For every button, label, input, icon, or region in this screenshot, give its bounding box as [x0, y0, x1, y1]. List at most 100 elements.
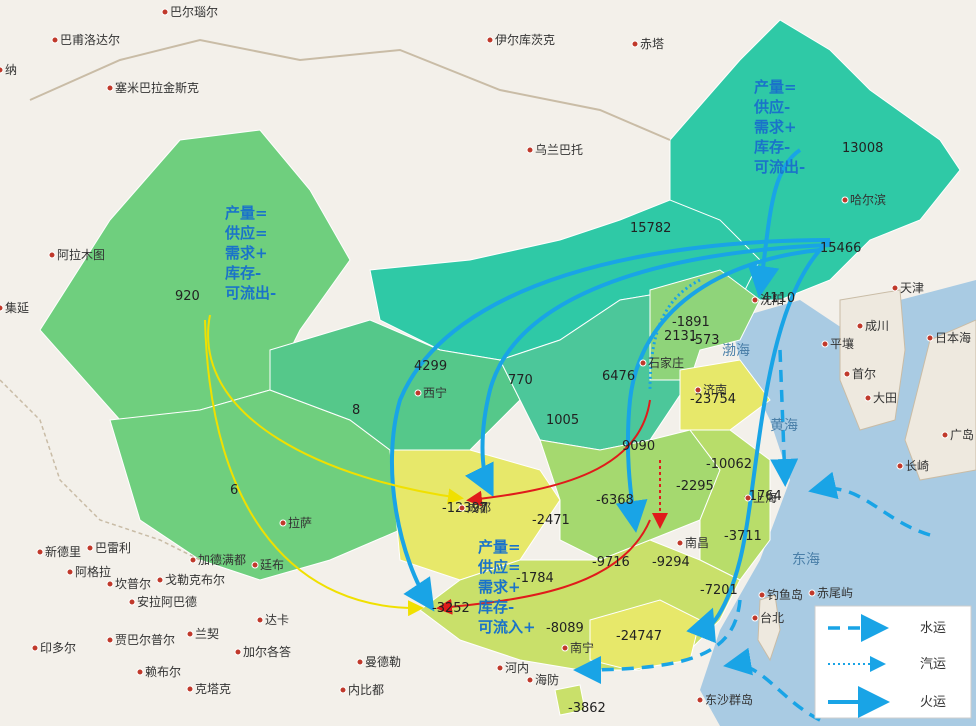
province-value: 15466 [820, 241, 861, 256]
sea-label: 黄海 [770, 417, 798, 434]
city-marker [821, 340, 829, 348]
province-value: -1764 [744, 489, 782, 504]
city-label: 海防 [535, 672, 559, 687]
city-marker [106, 636, 114, 644]
annotation-northwest: 库存- [225, 264, 261, 282]
yellow-flow-line [204, 319, 424, 617]
province-value: -24747 [616, 629, 662, 644]
xinjiang-region [39, 129, 351, 421]
city-label: 乌兰巴托 [535, 142, 583, 157]
city-marker [696, 696, 704, 704]
city-label: 赖布尔 [145, 664, 181, 679]
border-line [29, 38, 671, 141]
city-marker [496, 664, 504, 672]
province-value: 6 [230, 483, 238, 498]
city-marker [48, 251, 56, 259]
city-label: 塞米巴拉金斯克 [115, 80, 199, 95]
rail-flow-line [686, 238, 832, 644]
rail-flow-line [389, 238, 831, 612]
city-marker [189, 556, 197, 564]
taiwan-island [757, 594, 781, 662]
city-label: 纳 [5, 63, 17, 77]
city-label: 上海 [753, 490, 777, 505]
city-marker [856, 322, 864, 330]
city-label: 内比都 [348, 683, 384, 697]
city-label: 天津 [900, 281, 924, 295]
city-label: 哈尔滨 [850, 192, 886, 207]
city-label: 戈勒克布尔 [165, 572, 225, 587]
annotation-northeast: 产量= [754, 78, 797, 96]
sea-label: 东海 [792, 552, 820, 568]
city-label: 河内 [505, 661, 529, 675]
road-flow-line [648, 278, 701, 391]
legend-water-label: 水运 [920, 621, 946, 636]
province-value: 770 [508, 373, 533, 388]
city-marker [751, 614, 759, 622]
city-marker [941, 431, 949, 439]
city-marker [106, 84, 114, 92]
annotation-northeast: 库存- [754, 138, 790, 156]
province-value: 9090 [622, 439, 655, 454]
province-value: 8 [352, 403, 360, 418]
province-value: 1005 [546, 413, 579, 428]
water-flow-line [770, 349, 799, 487]
province-value: -3862 [568, 701, 606, 716]
city-label: 兰契 [195, 627, 219, 641]
city-marker [843, 370, 851, 378]
province-value: -3711 [724, 529, 762, 544]
city-label: 安拉阿巴德 [137, 594, 197, 609]
japan-islands [904, 319, 976, 481]
province-value: 2131 [664, 329, 697, 344]
annotation-southwest: 库存- [478, 598, 514, 616]
city-marker [751, 296, 759, 304]
city-marker [36, 548, 44, 556]
city-label: 赤尾屿 [817, 586, 853, 600]
province-value: 6476 [602, 369, 635, 384]
province-value: -8089 [546, 621, 584, 636]
city-marker [128, 598, 136, 606]
city-label: 巴雷利 [95, 541, 131, 555]
city-label: 成都 [467, 501, 491, 515]
border-line [0, 379, 201, 561]
city-marker [279, 519, 287, 527]
city-label: 石家庄 [648, 355, 684, 370]
province-value: -573 [690, 333, 720, 348]
province-value: -1891 [672, 315, 710, 330]
city-marker [631, 40, 639, 48]
annotation-southwest: 产量= [478, 538, 521, 556]
city-marker [414, 389, 422, 397]
city-label: 济南 [703, 382, 727, 397]
city-label: 南宁 [570, 640, 594, 655]
annotation-southwest: 供应= [477, 558, 521, 576]
city-marker [561, 644, 569, 652]
province-value: 4299 [414, 359, 447, 374]
city-marker [896, 462, 904, 470]
city-label: 集延 [5, 300, 29, 315]
city-label: 南昌 [685, 535, 709, 550]
city-marker [458, 504, 466, 512]
city-label: 阿格拉 [75, 564, 111, 579]
city-label: 印多尔 [40, 640, 76, 655]
city-marker [156, 576, 164, 584]
city-label: 台北 [760, 610, 784, 625]
city-marker [744, 494, 752, 502]
city-marker [51, 36, 59, 44]
annotation-southwest: 需求+ [478, 578, 521, 596]
city-label: 日本海 [935, 330, 971, 345]
water-flow-line [808, 471, 931, 537]
city-label: 伊尔库茨克 [495, 32, 555, 47]
annotation-northwest: 需求+ [225, 244, 268, 262]
shandong-region [679, 359, 771, 431]
province-value: 920 [175, 289, 200, 304]
city-marker [234, 648, 242, 656]
city-marker [486, 36, 494, 44]
city-label: 沈阳 [760, 292, 784, 307]
city-label: 达卡 [265, 613, 289, 627]
city-label: 首尔 [852, 366, 876, 381]
city-marker [864, 394, 872, 402]
city-marker [526, 676, 534, 684]
rail-flows [389, 148, 832, 644]
province-value: -23754 [690, 392, 736, 407]
annotation-northwest: 产量= [225, 204, 268, 222]
